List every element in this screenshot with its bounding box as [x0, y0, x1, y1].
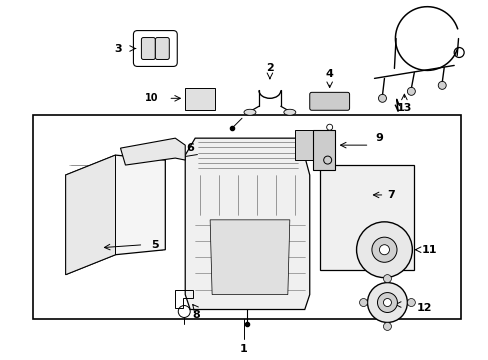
Text: 6: 6	[186, 143, 194, 153]
Text: 2: 2	[265, 63, 273, 73]
Circle shape	[359, 298, 367, 306]
Polygon shape	[185, 88, 215, 110]
Bar	[294, 130, 312, 160]
Circle shape	[379, 245, 388, 255]
Circle shape	[383, 323, 390, 330]
Circle shape	[356, 222, 411, 278]
Polygon shape	[210, 220, 289, 294]
FancyBboxPatch shape	[155, 37, 169, 59]
Circle shape	[326, 124, 332, 130]
Text: 4: 4	[325, 69, 333, 80]
Polygon shape	[65, 155, 115, 275]
Circle shape	[371, 237, 396, 262]
Bar	[319, 165, 413, 270]
Text: 12: 12	[416, 302, 431, 312]
Polygon shape	[185, 138, 309, 310]
Circle shape	[383, 275, 390, 283]
Ellipse shape	[283, 109, 295, 115]
Bar	[33, 115, 460, 319]
Text: 1: 1	[240, 345, 247, 354]
Text: 5: 5	[151, 240, 159, 250]
Circle shape	[378, 94, 386, 102]
Polygon shape	[65, 155, 165, 275]
Circle shape	[407, 298, 414, 306]
Text: 13: 13	[396, 103, 411, 113]
FancyBboxPatch shape	[133, 31, 177, 67]
Text: 9: 9	[375, 133, 383, 143]
Text: 3: 3	[115, 44, 122, 54]
FancyBboxPatch shape	[309, 92, 349, 110]
Text: 8: 8	[192, 310, 200, 320]
Ellipse shape	[244, 109, 255, 115]
Circle shape	[407, 87, 414, 95]
FancyBboxPatch shape	[141, 37, 155, 59]
Text: 10: 10	[144, 93, 158, 103]
Polygon shape	[120, 138, 185, 165]
Circle shape	[367, 283, 407, 323]
Text: 7: 7	[387, 190, 394, 200]
Circle shape	[383, 298, 390, 306]
Circle shape	[377, 293, 397, 312]
Text: 11: 11	[421, 245, 436, 255]
Circle shape	[437, 81, 446, 89]
Bar	[312, 130, 334, 170]
